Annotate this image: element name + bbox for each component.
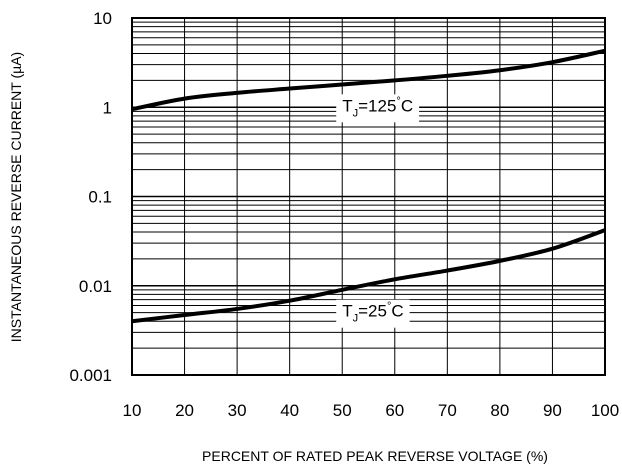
curve-label: TJ=25°C (336, 299, 410, 328)
x-tick-label: 50 (333, 401, 352, 420)
y-tick-label: 1 (103, 98, 112, 117)
x-tick-label: 100 (591, 401, 619, 420)
series-line (131, 48, 606, 112)
curve-label-text: TJ=125°C (342, 95, 413, 119)
x-axis-label: PERCENT OF RATED PEAK REVERSE VOLTAGE (%… (202, 448, 548, 464)
x-tick-label: 90 (543, 401, 562, 420)
y-tick-labels: 0.001 0.01 0.1 1 10 (69, 9, 112, 385)
curves (131, 48, 606, 324)
x-tick-label: 40 (280, 401, 299, 420)
curve-label-background (336, 299, 410, 328)
curve-label: TJ=125°C (336, 94, 420, 123)
x-tick-label: 30 (228, 401, 247, 420)
x-tick-label: 20 (175, 401, 194, 420)
y-axis-label: INSTANTANEOUS REVERSE CURRENT (µA) (8, 52, 24, 342)
curve-label-text: TJ=25°C (342, 301, 403, 325)
y-tick-label: 0.1 (88, 188, 112, 207)
plot-frame (131, 17, 606, 376)
x-tick-labels: 10 20 30 40 50 60 70 80 90 100 (123, 401, 620, 420)
y-tick-label: 0.01 (79, 277, 112, 296)
x-tick-label: 80 (490, 401, 509, 420)
y-tick-label: 0.001 (69, 366, 112, 385)
x-tick-label: 60 (385, 401, 404, 420)
y-tick-label: 10 (93, 9, 112, 28)
x-tick-label: 10 (123, 401, 142, 420)
x-tick-label: 70 (438, 401, 457, 420)
curve-label-background (336, 94, 420, 123)
curve-labels: TJ=125°C TJ=25°C (336, 94, 420, 328)
series-line (131, 228, 606, 324)
